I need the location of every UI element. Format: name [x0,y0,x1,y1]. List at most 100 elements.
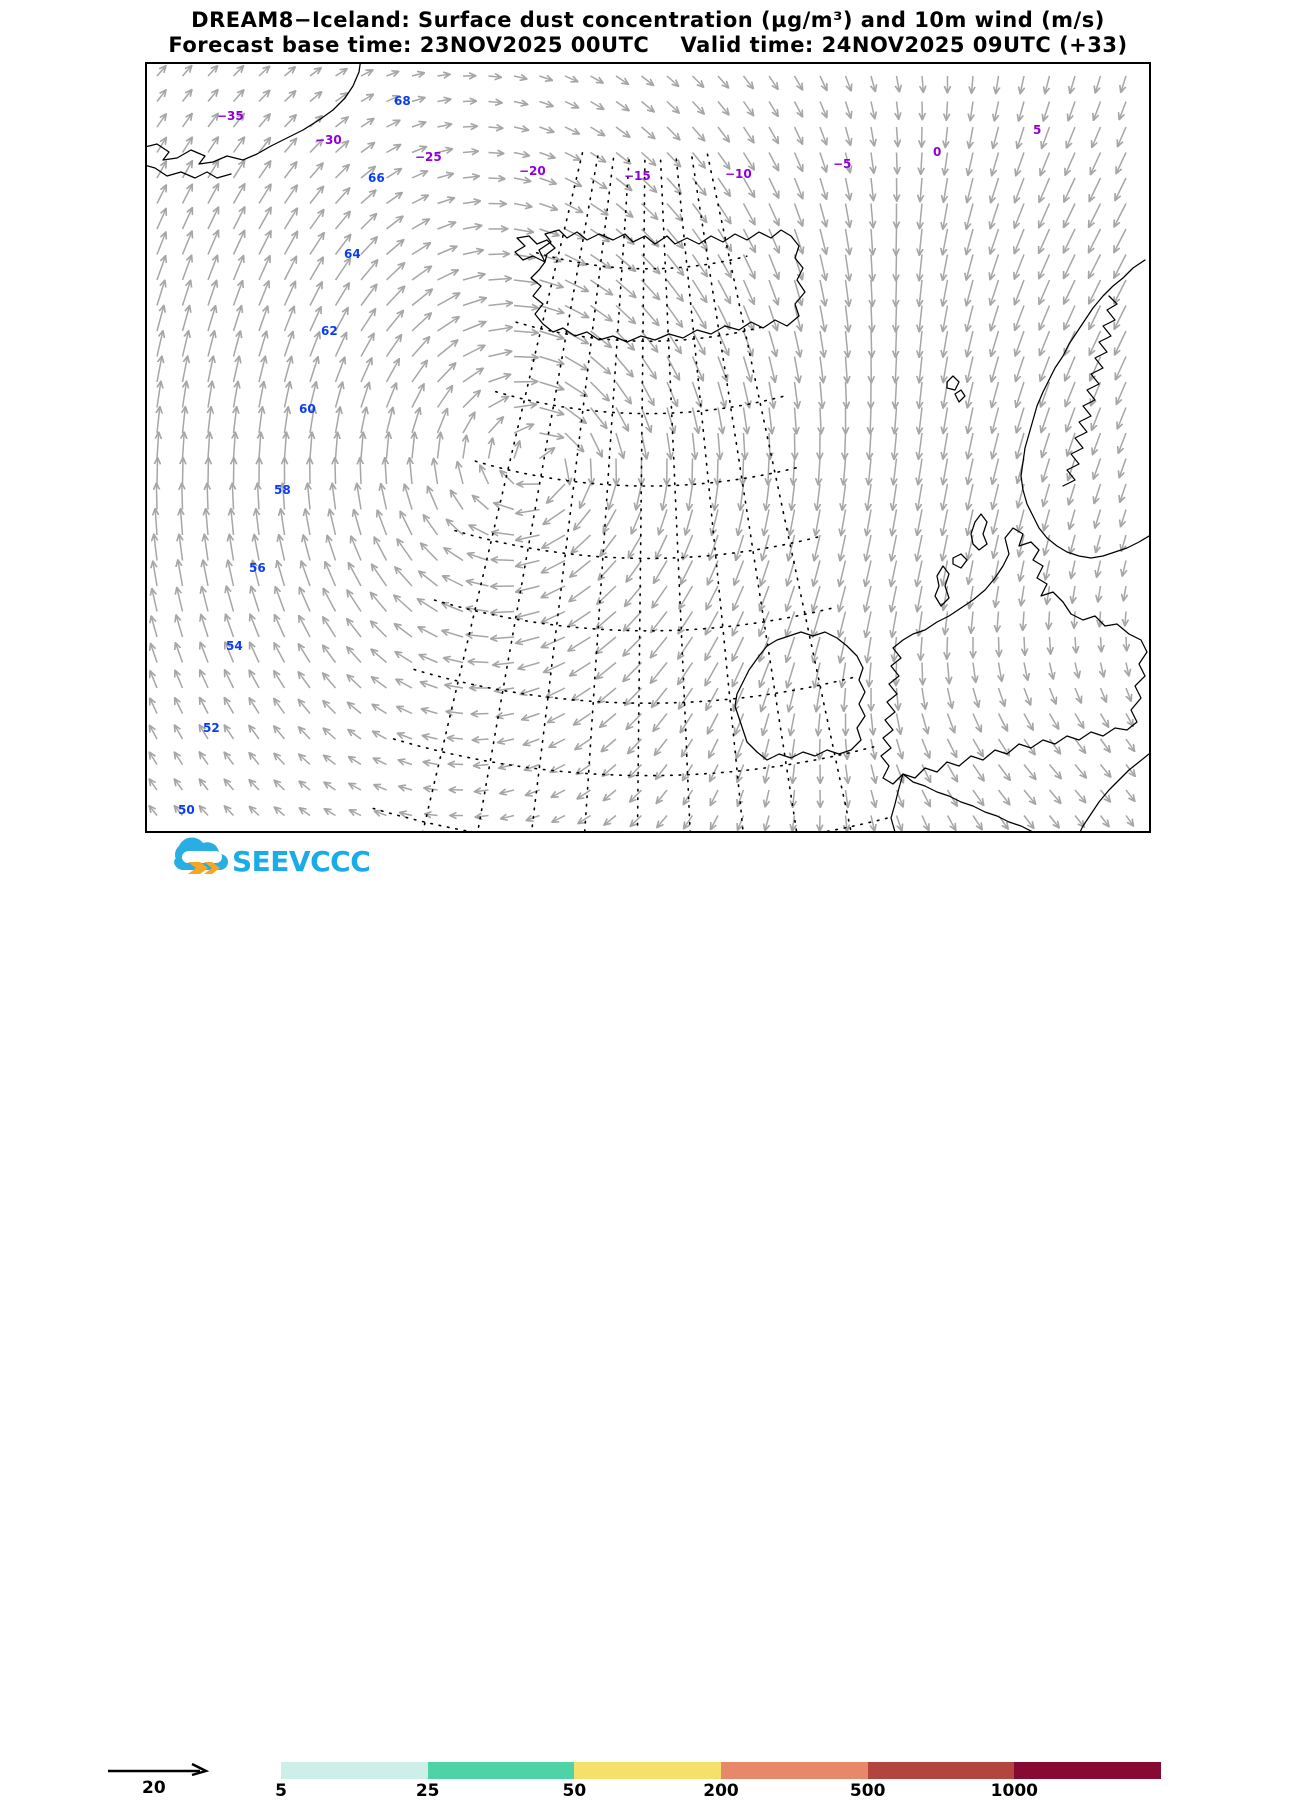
wind-arrow [789,688,795,711]
wind-arrow [1043,102,1049,121]
wind-arrow [299,616,310,637]
wind-arrow [846,127,851,145]
wind-arrow [155,509,157,535]
colorbar-segment-25[interactable] [428,1762,575,1779]
wind-arrow [992,153,999,176]
wind-arrow [400,813,412,816]
colorbar-segment-50[interactable] [574,1762,721,1779]
wind-arrow [412,195,428,203]
wind-arrow [225,725,234,739]
wind-arrow [361,334,374,357]
wind-arrow [281,509,285,535]
wind-arrow [285,433,287,459]
wind-arrow [693,280,707,302]
wind-arrow [919,408,922,434]
colorbar-tick-1000: 1000 [991,1781,1038,1801]
colorbar-tick-500: 500 [850,1781,886,1801]
wind-arrow [846,76,852,91]
colorbar-segment-1000[interactable] [1014,1762,1161,1779]
wind-arrow [347,647,361,662]
wind-arrow [514,306,538,308]
wind-arrow [966,255,973,280]
wind-arrow [871,306,872,332]
wind-arrow [795,153,803,171]
wind-arrow [207,484,208,510]
wind-arrow [993,510,999,534]
wind-arrow [397,707,412,714]
wind-arrow [846,280,849,306]
wind-arrow [871,204,873,228]
wind-arrow [973,688,979,707]
wind-arrow [412,219,429,229]
wind-arrow [1094,484,1100,503]
wind-arrow [839,586,846,611]
wind-arrow [943,306,948,332]
wind-arrow [871,255,873,281]
wind-arrow [157,357,162,383]
wind-arrow [897,76,900,92]
wind-arrow [917,535,922,561]
wind-arrow [396,680,412,689]
wind-arrow [569,612,591,626]
colorbar-segment-5[interactable] [281,1762,428,1779]
wind-arrow [285,382,290,407]
wind-arrow [412,289,432,305]
wind-arrow [1075,790,1085,802]
wind-arrow [820,127,826,144]
wind-arrow [591,229,609,241]
wind-arrow [717,459,718,485]
wind-arrow [336,188,350,203]
wind-arrow [259,281,269,305]
wind-arrow [514,127,528,130]
wind-arrow [769,331,776,356]
wind-arrow [565,255,586,265]
wind-arrow [744,357,752,382]
wind-arrow [733,612,744,636]
wind-arrow [596,612,616,629]
wind-arrow [540,357,564,364]
wind-arrow [540,102,553,107]
wind-arrow [616,255,635,272]
wind-arrow [667,76,678,86]
wind-arrow [1015,204,1025,228]
wind-arrow [718,280,730,303]
colorbar-segment-200[interactable] [721,1762,868,1779]
seevccc-logo[interactable]: SEEVCCC [160,832,370,878]
wind-arrow [628,739,642,753]
wind-arrow [153,562,157,586]
wind-arrow [744,408,748,434]
wind-arrow [657,790,667,803]
wind-arrow [1064,280,1075,304]
wind-arrow [760,586,769,610]
wind-arrow [1089,178,1100,201]
wind-arrow [744,229,756,252]
wind-arrow [259,407,262,433]
wind-arrow [405,485,413,510]
wind-arrow [596,663,616,679]
wind-arrow [992,408,999,433]
wind-arrow [871,127,874,146]
wind-arrow [997,612,999,632]
wind-arrow [387,169,402,178]
wind-arrow [814,535,820,560]
wind-arrow [706,612,718,635]
colorbar-segment-500[interactable] [868,1762,1015,1779]
wind-arrow [565,280,588,291]
wind-arrow [492,560,514,561]
wind-arrow [580,484,591,508]
wind-arrow [200,643,208,663]
wind-arrow [463,391,480,408]
wind-arrow [718,382,725,407]
wind-arrow [604,816,616,825]
wind-arrow [492,532,514,535]
wind-arrow [565,306,588,318]
wind-arrow [412,171,427,178]
longitude-label-−25: −25 [415,150,442,164]
dust-concentration-colorbar[interactable] [281,1762,1161,1779]
wind-arrow [1119,459,1126,478]
wind-arrow [540,178,556,184]
wind-arrow [424,762,438,765]
wind-arrow [310,258,323,281]
logo-text: SEEVCCC [232,845,370,878]
